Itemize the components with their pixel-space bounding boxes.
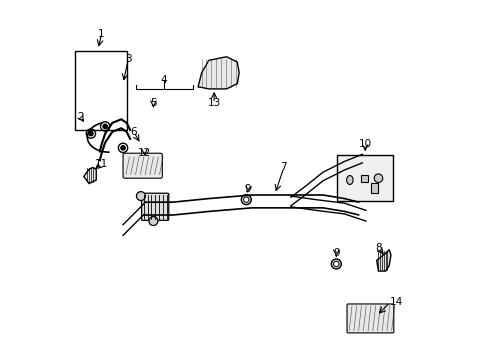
Bar xyxy=(75,51,126,130)
Text: 1: 1 xyxy=(98,28,105,39)
Text: 7: 7 xyxy=(280,162,286,172)
Ellipse shape xyxy=(346,176,352,184)
Circle shape xyxy=(103,124,107,129)
Text: 9: 9 xyxy=(332,248,339,258)
Text: 8: 8 xyxy=(374,243,381,253)
FancyBboxPatch shape xyxy=(346,304,393,333)
Polygon shape xyxy=(376,249,390,271)
Text: 2: 2 xyxy=(78,112,84,122)
Text: 12: 12 xyxy=(138,148,151,158)
Ellipse shape xyxy=(333,261,338,267)
Circle shape xyxy=(373,174,382,183)
Text: 11: 11 xyxy=(95,159,108,169)
Bar xyxy=(337,155,392,202)
Text: 9: 9 xyxy=(244,184,251,194)
FancyBboxPatch shape xyxy=(142,193,168,220)
Circle shape xyxy=(121,146,125,150)
Text: 10: 10 xyxy=(358,139,371,149)
Ellipse shape xyxy=(241,195,251,204)
Ellipse shape xyxy=(136,192,145,201)
Text: 13: 13 xyxy=(207,98,220,108)
Text: 14: 14 xyxy=(389,297,403,307)
Polygon shape xyxy=(198,57,239,89)
Text: 3: 3 xyxy=(125,54,131,64)
Bar xyxy=(370,183,377,193)
Text: 6: 6 xyxy=(130,127,137,137)
Circle shape xyxy=(88,131,93,136)
Polygon shape xyxy=(83,167,96,184)
Ellipse shape xyxy=(243,197,248,202)
Ellipse shape xyxy=(149,217,158,226)
Ellipse shape xyxy=(331,259,341,269)
Bar xyxy=(360,175,367,182)
FancyBboxPatch shape xyxy=(123,153,162,178)
Text: 5: 5 xyxy=(150,98,156,108)
Text: 4: 4 xyxy=(161,75,167,85)
